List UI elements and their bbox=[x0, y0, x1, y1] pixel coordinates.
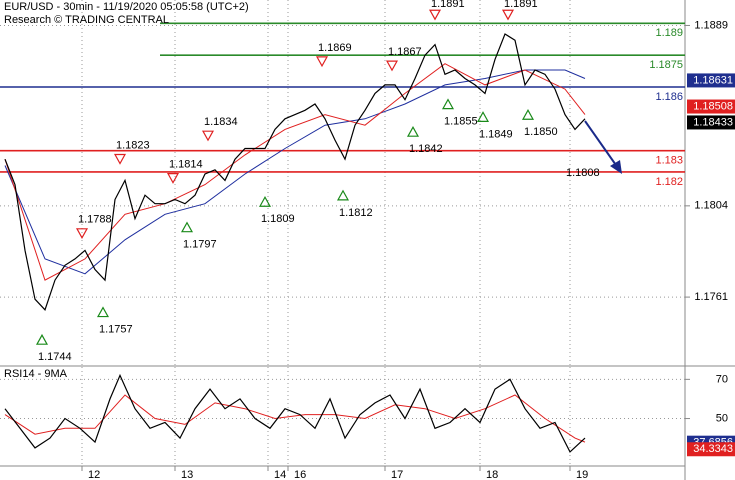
swing-low-marker bbox=[96, 306, 110, 318]
swing-high-marker bbox=[113, 153, 127, 165]
x-tick-label: 14 bbox=[274, 469, 286, 480]
swing-label: 1.1814 bbox=[169, 159, 203, 171]
swing-label: 1.1869 bbox=[318, 42, 352, 54]
price-tag-label: 1.18433 bbox=[693, 116, 733, 128]
swing-low-marker bbox=[441, 98, 455, 110]
swing-label: 1.1855 bbox=[444, 116, 478, 128]
forecast-arrow bbox=[584, 120, 619, 169]
chart-title: EUR/USD - 30min - 11/19/2020 05:05:58 (U… bbox=[4, 1, 249, 13]
swing-low-marker bbox=[521, 108, 535, 120]
x-tick-label: 17 bbox=[391, 469, 403, 480]
level-label: 1.1875 bbox=[649, 59, 683, 71]
swing-low-marker bbox=[336, 189, 350, 201]
level-label: 1.183 bbox=[655, 155, 683, 167]
swing-label: 1.1797 bbox=[183, 239, 217, 251]
y-tick-label: 50 bbox=[716, 412, 728, 424]
y-tick-label: 1.1889 bbox=[694, 19, 728, 31]
swing-high-marker bbox=[315, 56, 329, 68]
x-tick-label: 16 bbox=[294, 469, 306, 480]
swing-low-marker bbox=[406, 125, 420, 137]
series-line bbox=[4, 373, 586, 453]
price-tag-label: 34.3343 bbox=[693, 443, 733, 455]
swing-label: 1.1812 bbox=[339, 207, 373, 219]
target-label: 1.1808 bbox=[566, 167, 600, 179]
swing-high-marker bbox=[501, 9, 515, 21]
swing-label: 1.1850 bbox=[524, 126, 558, 138]
y-tick-label: 70 bbox=[716, 373, 728, 385]
chart-subtitle: Research © TRADING CENTRAL bbox=[4, 14, 169, 26]
swing-label: 1.1842 bbox=[409, 143, 443, 155]
swing-label: 1.1834 bbox=[204, 116, 238, 128]
level-label: 1.189 bbox=[655, 27, 683, 39]
swing-label: 1.1849 bbox=[479, 128, 513, 140]
swing-high-marker bbox=[201, 130, 215, 142]
swing-high-marker bbox=[428, 9, 442, 21]
price-tag-label: 1.18508 bbox=[693, 100, 733, 112]
level-label: 1.186 bbox=[655, 91, 683, 103]
swing-high-marker bbox=[385, 60, 399, 72]
swing-low-marker bbox=[35, 333, 49, 345]
series-line bbox=[4, 63, 586, 281]
y-tick-label: 1.1761 bbox=[694, 291, 728, 303]
swing-high-marker bbox=[75, 228, 89, 240]
swing-label: 1.1809 bbox=[261, 213, 295, 225]
y-tick-label: 1.1804 bbox=[694, 200, 728, 212]
swing-label: 1.1867 bbox=[388, 46, 422, 58]
swing-high-marker bbox=[166, 173, 180, 184]
price-tag bbox=[687, 115, 735, 130]
swing-label: 1.1891 bbox=[504, 0, 538, 10]
price-tag bbox=[687, 73, 735, 88]
swing-label: 1.1757 bbox=[99, 323, 133, 335]
rsi-title: RSI14 - 9MA bbox=[4, 368, 68, 380]
swing-label: 1.1788 bbox=[78, 214, 112, 226]
swing-label: 1.1891 bbox=[431, 0, 465, 10]
swing-low-marker bbox=[258, 195, 272, 207]
x-tick-label: 12 bbox=[88, 469, 100, 480]
series-line bbox=[4, 69, 586, 275]
level-label: 1.182 bbox=[655, 176, 683, 188]
x-tick-label: 13 bbox=[181, 469, 193, 480]
swing-label: 1.1823 bbox=[116, 139, 150, 151]
swing-label: 1.1744 bbox=[38, 351, 72, 363]
x-tick-label: 18 bbox=[486, 469, 498, 480]
price-tag bbox=[687, 99, 735, 114]
arrow-head bbox=[610, 160, 622, 174]
x-tick-label: 19 bbox=[576, 469, 588, 480]
price-tag bbox=[687, 442, 735, 457]
series-line bbox=[4, 394, 586, 443]
price-tag-label: 1.18631 bbox=[693, 74, 733, 86]
series-line bbox=[4, 33, 586, 311]
swing-low-marker bbox=[180, 221, 194, 233]
swing-low-marker bbox=[476, 111, 490, 122]
